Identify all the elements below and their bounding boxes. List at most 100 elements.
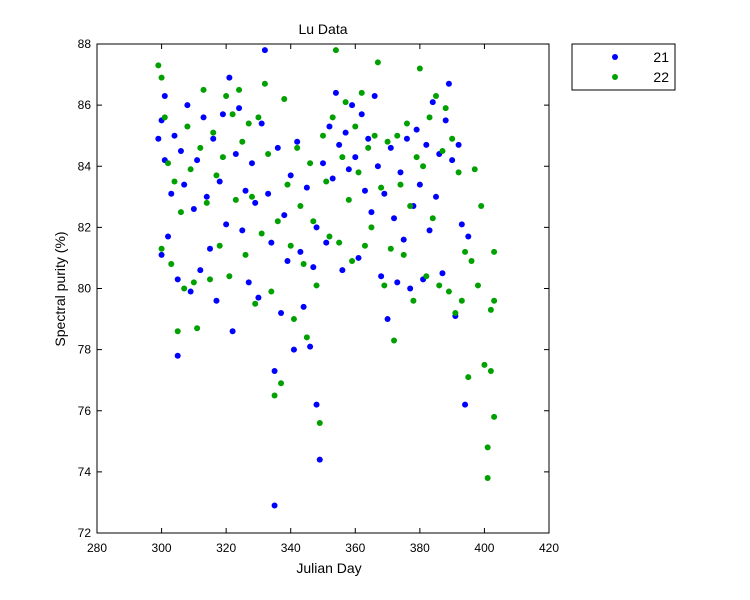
data-point-series-21 bbox=[258, 120, 265, 127]
data-point-series-22 bbox=[252, 300, 259, 307]
data-point-series-21 bbox=[439, 270, 446, 277]
data-point-series-22 bbox=[207, 276, 213, 283]
legend-label-22: 22 bbox=[653, 69, 669, 85]
data-point-series-22 bbox=[439, 147, 446, 154]
data-point-series-21 bbox=[278, 309, 285, 316]
data-point-series-22 bbox=[290, 316, 297, 323]
legend-marker-22 bbox=[612, 74, 618, 80]
data-point-series-21 bbox=[219, 111, 226, 118]
data-point-series-22 bbox=[349, 257, 356, 264]
data-point-series-22 bbox=[184, 123, 191, 130]
data-point-series-22 bbox=[187, 166, 194, 173]
data-point-series-21 bbox=[329, 175, 336, 182]
data-point-series-21 bbox=[268, 239, 275, 246]
data-point-series-21 bbox=[294, 138, 301, 145]
data-point-series-22 bbox=[297, 202, 304, 209]
data-point-series-21 bbox=[255, 294, 262, 301]
data-point-series-21 bbox=[355, 254, 362, 261]
data-point-series-21 bbox=[265, 190, 272, 197]
data-point-series-22 bbox=[358, 89, 365, 96]
data-point-series-21 bbox=[271, 368, 278, 375]
data-point-series-21 bbox=[313, 401, 320, 408]
x-tick-label: 380 bbox=[410, 541, 430, 555]
data-point-series-22 bbox=[226, 273, 233, 280]
data-point-series-22 bbox=[452, 309, 459, 316]
data-point-series-22 bbox=[219, 154, 226, 161]
data-point-series-22 bbox=[165, 160, 172, 167]
data-point-series-22 bbox=[216, 242, 223, 249]
data-point-series-22 bbox=[429, 215, 436, 222]
data-point-series-21 bbox=[442, 117, 449, 124]
data-point-series-21 bbox=[307, 343, 314, 350]
data-point-series-21 bbox=[197, 267, 204, 274]
data-point-series-22 bbox=[423, 273, 430, 280]
data-point-series-21 bbox=[323, 239, 330, 246]
data-point-series-21 bbox=[290, 346, 297, 353]
points-layer bbox=[155, 47, 498, 509]
data-point-series-21 bbox=[203, 193, 210, 200]
data-point-series-21 bbox=[403, 135, 410, 142]
data-point-series-22 bbox=[484, 444, 491, 451]
data-point-series-21 bbox=[407, 285, 414, 292]
data-point-series-22 bbox=[310, 218, 317, 225]
data-point-series-21 bbox=[433, 193, 439, 200]
data-point-series-22 bbox=[200, 86, 207, 93]
data-point-series-21 bbox=[248, 160, 255, 167]
data-point-series-21 bbox=[297, 248, 304, 255]
data-point-series-22 bbox=[203, 199, 210, 206]
y-tick-label: 88 bbox=[78, 37, 92, 51]
x-axis-ticks: 280 300 320 340 360 380 400 420 bbox=[87, 44, 559, 555]
data-point-series-22 bbox=[403, 120, 410, 127]
data-point-series-22 bbox=[481, 361, 488, 368]
data-point-series-21 bbox=[368, 209, 375, 216]
data-point-series-22 bbox=[365, 144, 372, 151]
data-point-series-21 bbox=[226, 74, 233, 81]
data-point-series-22 bbox=[381, 282, 388, 289]
x-tick-label: 300 bbox=[152, 541, 172, 555]
data-point-series-21 bbox=[252, 199, 259, 206]
data-point-series-21 bbox=[400, 236, 407, 243]
data-point-series-22 bbox=[355, 169, 362, 176]
data-point-series-21 bbox=[216, 178, 223, 185]
data-point-series-21 bbox=[361, 187, 368, 194]
x-tick-label: 360 bbox=[345, 541, 365, 555]
data-point-series-21 bbox=[184, 102, 191, 109]
data-point-series-22 bbox=[171, 178, 178, 185]
data-point-series-21 bbox=[207, 245, 213, 252]
data-point-series-22 bbox=[255, 114, 262, 121]
data-point-series-21 bbox=[158, 251, 165, 258]
x-axis-label: Julian Day bbox=[296, 560, 361, 576]
data-point-series-22 bbox=[194, 325, 201, 332]
data-point-series-21 bbox=[336, 141, 343, 148]
data-point-series-21 bbox=[303, 184, 310, 191]
data-point-series-21 bbox=[316, 456, 323, 463]
data-point-series-22 bbox=[336, 239, 343, 246]
data-point-series-22 bbox=[407, 202, 414, 209]
data-point-series-21 bbox=[232, 151, 239, 158]
data-point-series-22 bbox=[416, 65, 423, 72]
data-point-series-22 bbox=[455, 169, 462, 176]
data-point-series-21 bbox=[458, 221, 465, 228]
data-point-series-22 bbox=[436, 282, 443, 289]
data-point-series-21 bbox=[449, 157, 456, 164]
data-point-series-22 bbox=[484, 474, 491, 481]
data-point-series-22 bbox=[158, 245, 165, 252]
data-point-series-22 bbox=[468, 257, 475, 264]
data-point-series-22 bbox=[278, 380, 285, 387]
legend-marker-21 bbox=[612, 54, 618, 60]
x-tick-label: 280 bbox=[87, 541, 107, 555]
data-point-series-22 bbox=[316, 419, 323, 426]
data-point-series-22 bbox=[274, 218, 281, 225]
data-point-series-21 bbox=[320, 160, 326, 167]
data-point-series-22 bbox=[155, 62, 162, 69]
data-point-series-21 bbox=[239, 227, 246, 234]
data-point-series-22 bbox=[465, 374, 472, 381]
data-point-series-21 bbox=[391, 215, 398, 222]
data-point-series-21 bbox=[332, 89, 339, 96]
data-point-series-22 bbox=[307, 160, 314, 167]
data-point-series-22 bbox=[413, 154, 420, 161]
data-point-series-21 bbox=[261, 47, 268, 54]
x-tick-label: 340 bbox=[281, 541, 301, 555]
data-point-series-22 bbox=[449, 135, 456, 142]
y-tick-label: 86 bbox=[78, 98, 92, 112]
